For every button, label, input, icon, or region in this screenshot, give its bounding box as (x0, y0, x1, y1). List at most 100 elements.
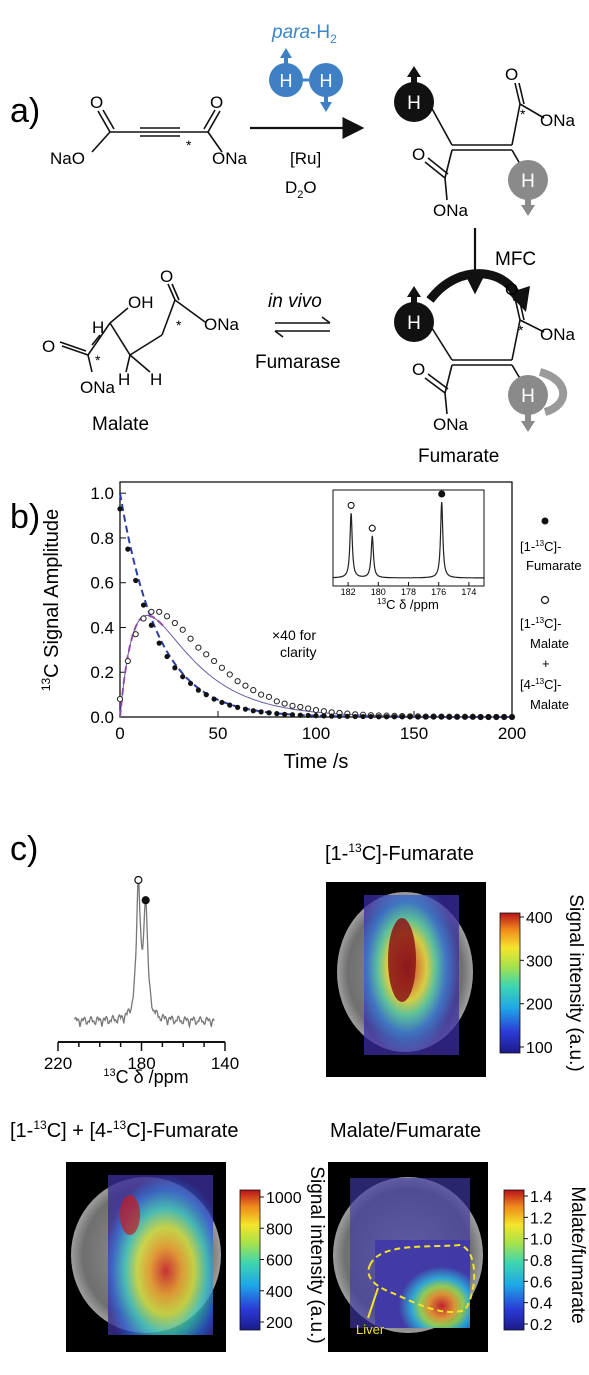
fumarate-point (485, 714, 492, 720)
atom-oh: OH (128, 293, 154, 312)
label-star: * (176, 317, 182, 333)
atom-ona: ONa (212, 149, 248, 168)
fumarate-point (352, 713, 358, 720)
fumarate-point (376, 714, 382, 720)
map1-image (326, 882, 486, 1077)
inset-xlabel: 13C δ /ppm (377, 597, 439, 612)
label-star: * (518, 322, 524, 338)
svg-text:H: H (407, 93, 421, 114)
fumarate-point (305, 712, 311, 719)
colorbar2-ticks: 1000 800 600 400 200 (260, 1190, 302, 1332)
colorbar-tick-label: 1000 (266, 1190, 302, 1207)
fumarate-point (383, 714, 390, 720)
y-tick-label: 1.0 (90, 484, 114, 503)
fumarate-point (250, 708, 256, 714)
decay-chart-legend: [1-13C]- Fumarate [1-13C]- Malate + [4-1… (520, 517, 582, 712)
malate-point (140, 615, 147, 622)
malate-point (242, 682, 249, 689)
decay-chart: 0 50 100 150 200 0.0 0.2 0.4 0.6 0.8 1.0 (90, 481, 526, 743)
malate-point (171, 619, 178, 627)
x-tick-label: 100 (302, 724, 330, 743)
fumarate-point (313, 713, 319, 719)
legend-fumarate-line2: Fumarate (526, 558, 582, 573)
colorbar-tick-label: 0.8 (530, 1253, 552, 1270)
panel-c-tick-label: 220 (44, 1054, 72, 1073)
fumarate-point (180, 674, 186, 680)
fumarate-point (274, 711, 280, 717)
malate-point (148, 608, 155, 615)
atom-o: O (42, 337, 55, 356)
colorbar3-ticks: 1.4 1.2 1.0 0.8 0.6 0.4 0.2 (524, 1189, 552, 1334)
panel-c-spectrum: 220 180 140 (44, 875, 239, 1073)
fumarate-point (219, 699, 225, 706)
x-tick-label: 200 (498, 724, 526, 743)
fumarate-point (368, 713, 374, 720)
map3-title: Malate/Fumarate (330, 1120, 481, 1142)
fumarate-point (407, 714, 413, 720)
catalyst-label: [Ru] (290, 149, 321, 168)
colorbar3-label: Malate/fumarate (567, 1186, 588, 1323)
colorbar1-ticks: 400 300 200 100 (520, 910, 553, 1057)
fumarate-point (336, 713, 343, 719)
x-tick-label: 150 (400, 724, 428, 743)
malate-point (210, 657, 218, 665)
colorbar-tick-label: 0.6 (530, 1274, 552, 1291)
malate-point (273, 698, 280, 705)
malate-point (218, 664, 226, 671)
colorbar-tick-label: 100 (526, 1040, 553, 1057)
inset-tick-label: 180 (371, 587, 386, 597)
malate-point (234, 678, 241, 685)
atom-ona: ONa (433, 201, 469, 220)
acetylenedicarboxylate-structure (91, 109, 223, 153)
fumarate-point (148, 622, 154, 628)
inset-tick-label: 182 (341, 587, 356, 597)
atom-o: O (505, 280, 518, 299)
map1-title: [1-13C]-Fumarate (325, 841, 474, 865)
malate-point (179, 626, 186, 633)
solvent-label: D2O (285, 178, 317, 201)
map3-image (328, 1162, 488, 1352)
map2-title: [1-13C] + [4-13C]-Fumarate (10, 1118, 238, 1142)
fumarate-point (431, 714, 437, 720)
atom-o: O (160, 267, 173, 286)
colorbar2-label: Signal intensity (a.u.) (306, 1166, 327, 1343)
mfc-label: MFC (495, 249, 536, 270)
atom-ona: ONa (80, 378, 116, 397)
fumarate-point (470, 714, 476, 720)
malate-point (156, 608, 163, 615)
panel-c-spectrum-line (74, 879, 215, 1029)
fumarate-point (423, 714, 429, 720)
colorbar-tick-label: 200 (266, 1315, 293, 1332)
polarized-h-black: H (394, 66, 434, 122)
transfer-arrow (426, 269, 523, 303)
colorbar-tick-label: 0.2 (530, 1317, 552, 1334)
atom-h: H (118, 370, 130, 389)
fumarate-point (187, 680, 194, 687)
fumarate-h-gray: H (508, 375, 548, 432)
atom-o: O (505, 65, 518, 84)
malate-point (320, 708, 327, 715)
fumarate-point (211, 696, 217, 702)
fumarate-label: Fumarate (418, 446, 499, 467)
panel-c-tick-label: 140 (211, 1054, 239, 1073)
decay-chart-xlabel: Time /s (284, 751, 349, 773)
malate-point (124, 657, 131, 665)
fumarate-point (399, 714, 405, 720)
malate-point (289, 702, 296, 709)
atom-h: H (150, 370, 162, 389)
atom-o: O (210, 93, 223, 112)
equilibrium-arrows (274, 316, 331, 338)
y-tick-label: 0.4 (90, 618, 114, 637)
fumarate-point (242, 706, 249, 712)
malate-point (226, 671, 233, 678)
label-star: * (520, 106, 526, 122)
fumarate-point (509, 714, 515, 720)
atom-ona: ONa (433, 415, 469, 434)
decay-chart-annotation-line1: ×40 for (272, 627, 316, 643)
colorbar3 (503, 1189, 525, 1331)
fumarate-point (258, 709, 264, 715)
fumarate-point (282, 711, 288, 717)
inset-tick-label: 174 (461, 587, 476, 597)
liver-pointer (367, 1287, 379, 1319)
